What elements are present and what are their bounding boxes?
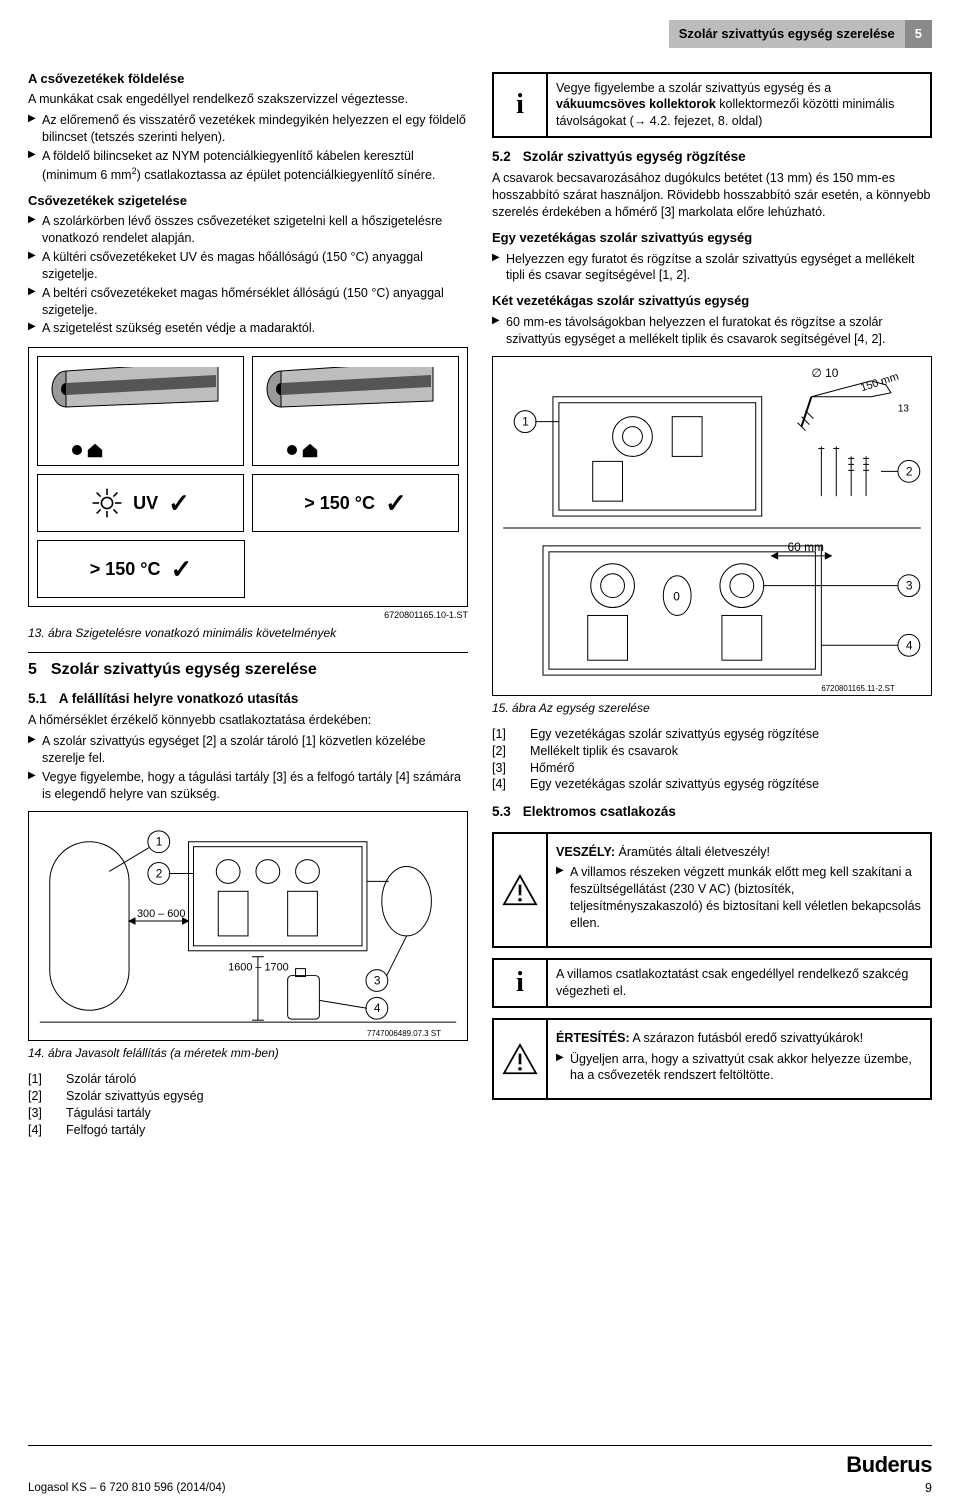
section-5-3-num: 5.3 — [492, 803, 511, 821]
info-icon: i — [516, 964, 524, 1002]
check-icon: ✓ — [168, 486, 190, 521]
section-5-heading: 5 Szolár szivattyús egység szerelése — [28, 659, 468, 681]
fig15-caption: 15. ábra Az egység szerelése — [492, 700, 932, 716]
sun-icon — [91, 487, 123, 519]
info-icon: i — [516, 86, 524, 124]
fig13-temp-cell-1: > 150 °C ✓ — [252, 474, 459, 532]
figure-15: ∅ 10 150 mm 13 — [492, 356, 932, 696]
fig13-cell-indoor — [252, 356, 459, 466]
svg-text:3: 3 — [906, 578, 913, 592]
svg-text:300 – 600: 300 – 600 — [137, 908, 185, 920]
pipe-icon — [48, 367, 228, 417]
svg-text:0: 0 — [673, 589, 680, 603]
left-column: A csővezetékek földelése A munkákat csak… — [28, 62, 468, 1149]
sec51-bullet-1: A szolár szivattyús egységet [2] a szolá… — [28, 733, 468, 767]
header-section-num: 5 — [905, 20, 932, 48]
double-pipe-bullet: 60 mm-es távolságokban helyezzen el fura… — [492, 314, 932, 348]
svg-text:1600 – 1700: 1600 – 1700 — [228, 961, 289, 973]
section-5-2-title: Szolár szivattyús egység rögzítése — [523, 148, 746, 166]
fig13-cell-outdoor — [37, 356, 244, 466]
dot-icon — [72, 445, 82, 455]
danger-body: VESZÉLY: Áramütés általi életveszély! A … — [548, 834, 930, 946]
section-5-1-title: A felállítási helyre vonatkozó utasítás — [59, 690, 299, 708]
sec51-bullet-2: Vegye figyelembe, hogy a tágulási tartál… — [28, 769, 468, 803]
temp-label: > 150 °C — [304, 491, 375, 515]
heading-single-pipe: Egy vezetékágas szolár szivattyús egység — [492, 229, 932, 247]
svg-text:3: 3 — [374, 973, 381, 987]
notice-body: ÉRTESÍTÉS: A szárazon futásból eredő szi… — [548, 1020, 930, 1099]
section-5-2-num: 5.2 — [492, 148, 511, 166]
fig14-caption: 14. ábra Javasolt felállítás (a méretek … — [28, 1045, 468, 1061]
warning-icon — [502, 874, 538, 906]
heading-insulation: Csővezetékek szigetelése — [28, 192, 468, 210]
figure-14: 300 – 600 1600 – 1700 1 2 3 4 7747006489… — [28, 811, 468, 1041]
insulation-bullet-3: A beltéri csővezetékeket magas hőmérsékl… — [28, 285, 468, 319]
svg-text:6720801165.11-2.ST: 6720801165.11-2.ST — [821, 684, 895, 693]
svg-text:2: 2 — [906, 464, 913, 478]
check-icon: ✓ — [385, 486, 407, 521]
fig14-diagram: 300 – 600 1600 – 1700 1 2 3 4 7747006489… — [29, 812, 467, 1040]
insulation-bullet-2: A kültéri csővezetékeket UV és magas hőá… — [28, 249, 468, 283]
warning-icon — [502, 1043, 538, 1075]
section-5-1-num: 5.1 — [28, 690, 47, 708]
svg-text:1: 1 — [156, 835, 163, 849]
fig13-temp-cell-2: > 150 °C ✓ — [37, 540, 245, 598]
section-5-title: Szolár szivattyús egység szerelése — [51, 659, 317, 681]
section-5-3-title: Elektromos csatlakozás — [523, 803, 676, 821]
single-pipe-bullet: Helyezzen egy furatot és rögzítse a szol… — [492, 251, 932, 285]
svg-text:13: 13 — [898, 403, 910, 414]
insulation-bullet-4: A szigetelést szükség esetén védje a mad… — [28, 320, 468, 337]
fig15-diagram: ∅ 10 150 mm 13 — [493, 357, 931, 695]
check-icon: ✓ — [170, 552, 192, 587]
info-note-2: i A villamos csatlakoztatást csak engedé… — [492, 958, 932, 1008]
svg-text:∅ 10: ∅ 10 — [811, 365, 838, 379]
svg-text:4: 4 — [374, 1001, 381, 1015]
uv-label: UV — [133, 491, 158, 515]
heading-grounding: A csővezetékek földelése — [28, 70, 468, 88]
running-header: Szolár szivattyús egység szerelése 5 — [28, 20, 932, 48]
grounding-intro: A munkákat csak engedéllyel rendelkező s… — [28, 91, 468, 108]
section-5-num: 5 — [28, 659, 37, 681]
pipe-icon — [263, 367, 443, 417]
figure-13: UV ✓ > 150 °C ✓ > 150 °C ✓ — [28, 347, 468, 607]
section-5-1-intro: A hőmérséklet érzékelő könnyebb csatlako… — [28, 712, 468, 729]
svg-text:4: 4 — [906, 638, 913, 652]
sec52-intro: A csavarok becsavarozásához dugókulcs be… — [492, 170, 932, 221]
info-note-1-body: Vegye figyelembe a szolár szivattyús egy… — [548, 74, 930, 137]
legend-14: [1]Szolár tároló [2]Szolár szivattyús eg… — [28, 1071, 468, 1139]
grounding-bullet-2: A földelő bilincseket az NYM potenciálki… — [28, 148, 468, 184]
page-footer: Logasol KS – 6 720 810 596 (2014/04) Bud… — [28, 1445, 932, 1497]
section-5-3-heading: 5.3 Elektromos csatlakozás — [492, 803, 932, 821]
insulation-bullet-1: A szolárkörben lévő összes csővezetéket … — [28, 213, 468, 247]
temp-label: > 150 °C — [90, 557, 161, 581]
dot-icon — [287, 445, 297, 455]
notice-note: ÉRTESÍTÉS: A szárazon futásból eredő szi… — [492, 1018, 932, 1101]
info-note-1: i Vegye figyelembe a szolár szivattyús e… — [492, 72, 932, 139]
legend-15: [1]Egy vezetékágas szolár szivattyús egy… — [492, 726, 932, 794]
page-number: 9 — [846, 1480, 932, 1497]
fig13-uv-cell: UV ✓ — [37, 474, 244, 532]
grounding-bullet-1: Az előremenő és visszatérő vezetékek min… — [28, 112, 468, 146]
svg-text:1: 1 — [522, 414, 529, 428]
svg-text:60 mm: 60 mm — [788, 539, 824, 553]
house-icon — [86, 441, 104, 459]
heading-double-pipe: Két vezetékágas szolár szivattyús egység — [492, 292, 932, 310]
house-icon — [301, 441, 319, 459]
fig13-code: 6720801165.10-1.ST — [28, 609, 468, 621]
header-title: Szolár szivattyús egység szerelése — [669, 20, 905, 48]
svg-text:2: 2 — [156, 866, 163, 880]
info-note-2-body: A villamos csatlakoztatást csak engedéll… — [548, 960, 930, 1006]
doc-id: Logasol KS – 6 720 810 596 (2014/04) — [28, 1481, 226, 1497]
danger-note: VESZÉLY: Áramütés általi életveszély! A … — [492, 832, 932, 948]
section-5-2-heading: 5.2 Szolár szivattyús egység rögzítése — [492, 148, 932, 166]
fig13-caption: 13. ábra Szigetelésre vonatkozó minimáli… — [28, 625, 468, 641]
svg-text:7747006489.07.3 ST: 7747006489.07.3 ST — [367, 1029, 441, 1038]
brand-logo: Buderus — [846, 1450, 932, 1480]
right-column: i Vegye figyelembe a szolár szivattyús e… — [492, 62, 932, 1149]
section-5-1-heading: 5.1 A felállítási helyre vonatkozó utasí… — [28, 690, 468, 708]
